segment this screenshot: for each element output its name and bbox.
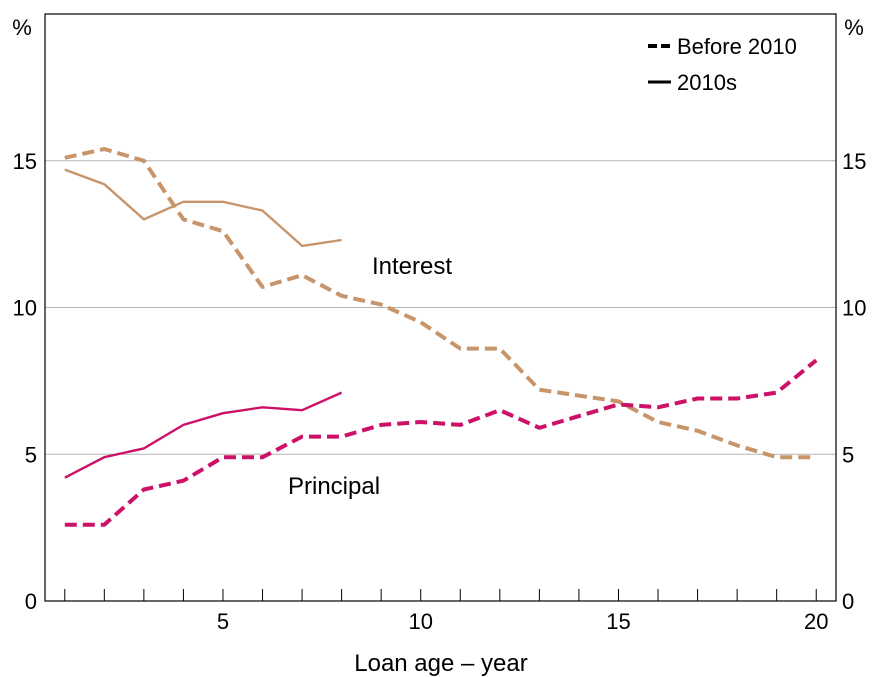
y-tick-label-right-10: 10 [842, 296, 866, 321]
x-tick-label-10: 10 [408, 609, 432, 634]
series-principal-2010s [64, 391, 343, 479]
y-tick-label-left-5: 5 [25, 442, 37, 467]
y-tick-label-left-15: 15 [13, 149, 37, 174]
legend-label-2010s: 2010s [677, 70, 737, 95]
principal-annotation: Principal [288, 473, 380, 500]
gridlines [45, 160, 836, 455]
series-lines [64, 147, 818, 527]
series-interest-2010s [64, 168, 342, 248]
y-tick-label-left-0: 0 [25, 589, 37, 614]
y-tick-label-right-15: 15 [842, 149, 866, 174]
series-interest-before-2010 [64, 147, 817, 460]
x-axis-label: Loan age – year [354, 650, 527, 677]
x-tick-label-20: 20 [804, 609, 828, 634]
axis-ticks: 0 0 5 5 10 10 15 15 5 10 15 20 [13, 149, 867, 634]
series-principal-before-2010 [64, 358, 818, 527]
legend-label-before-2010: Before 2010 [677, 34, 797, 59]
plot-frame [44, 13, 837, 602]
x-tick-label-5: 5 [217, 609, 229, 634]
y-tick-label-right-0: 0 [842, 589, 854, 614]
y-axis-unit-left: % [12, 15, 32, 40]
y-tick-label-left-10: 10 [13, 296, 37, 321]
y-axis-unit-right: % [844, 15, 864, 40]
x-tick-label-15: 15 [606, 609, 630, 634]
legend: Before 2010 2010s [648, 34, 797, 95]
interest-annotation: Interest [372, 253, 452, 280]
y-tick-label-right-5: 5 [842, 442, 854, 467]
